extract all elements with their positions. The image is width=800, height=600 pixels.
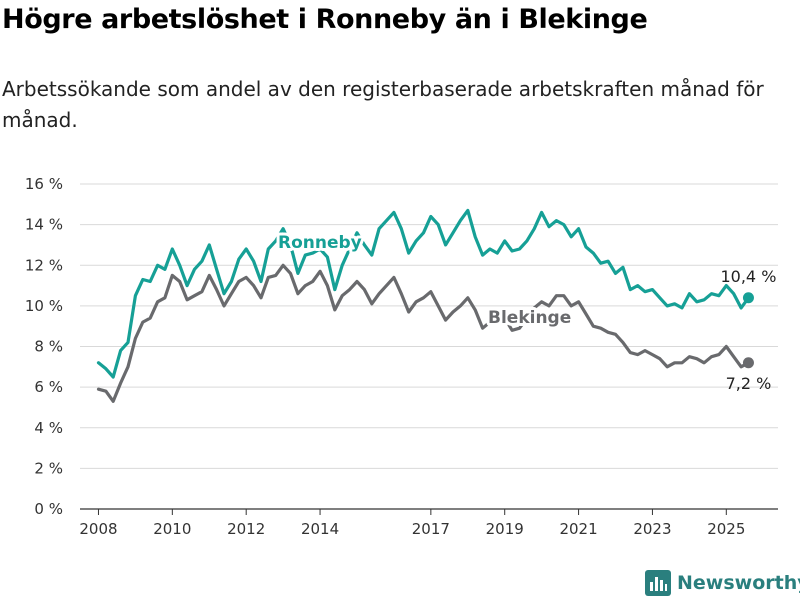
chart-title: Högre arbetslöshet i Ronneby än i Blekin…: [2, 4, 648, 35]
x-tick-label: 2019: [486, 520, 524, 538]
newsworthy-logo: Newsworthy: [645, 570, 800, 596]
series-lines: [96, 208, 754, 403]
x-tick-label: 2023: [633, 520, 671, 538]
y-tick-label: 10 %: [25, 297, 63, 315]
y-tick-label: 6 %: [34, 378, 63, 396]
annotations: 10,4 %7,2 %RonnebyRonnebyBlekingeBleking…: [275, 230, 776, 393]
y-tick-label: 12 %: [25, 256, 63, 274]
series-line-ronneby: [96, 208, 751, 379]
end-value-label-blekinge: 7,2 %: [726, 374, 772, 393]
x-tick-label: 2017: [412, 520, 450, 538]
x-tick-label: 2014: [301, 520, 339, 538]
x-tick-label: 2021: [559, 520, 597, 538]
y-tick-label: 2 %: [34, 459, 63, 477]
x-tick-label: 2010: [153, 520, 191, 538]
end-value-label-ronneby: 10,4 %: [720, 267, 776, 286]
brand-name: Newsworthy: [677, 572, 800, 594]
x-tick-label: 2025: [707, 520, 745, 538]
series-name-label-ronneby: Ronneby: [278, 233, 362, 253]
end-point-ronneby: [742, 292, 754, 304]
series-line-blekinge: [96, 263, 751, 403]
series-name-label-blekinge: Blekinge: [488, 308, 571, 328]
y-tick-label: 16 %: [25, 175, 63, 193]
series-name-label-halo: Blekinge: [488, 308, 571, 328]
y-tick-label: 4 %: [34, 419, 63, 437]
y-tick-label: 8 %: [34, 338, 63, 356]
series-name-label-halo: Ronneby: [278, 233, 362, 253]
newsworthy-logo-icon: [645, 570, 671, 596]
y-tick-label: 0 %: [34, 500, 63, 518]
x-tick-label: 2012: [227, 520, 265, 538]
axes: 0 % 2 % 4 % 6 % 8 % 10 % 12 % 14 % 16 % 2008 2010 2…: [25, 175, 778, 538]
end-point-blekinge: [742, 357, 754, 369]
chart-subtitle: Arbetssökande som andel av den registerb…: [2, 77, 764, 132]
x-tick-label: 2008: [79, 520, 117, 538]
y-tick-label: 14 %: [25, 216, 63, 234]
grid: [80, 183, 778, 469]
